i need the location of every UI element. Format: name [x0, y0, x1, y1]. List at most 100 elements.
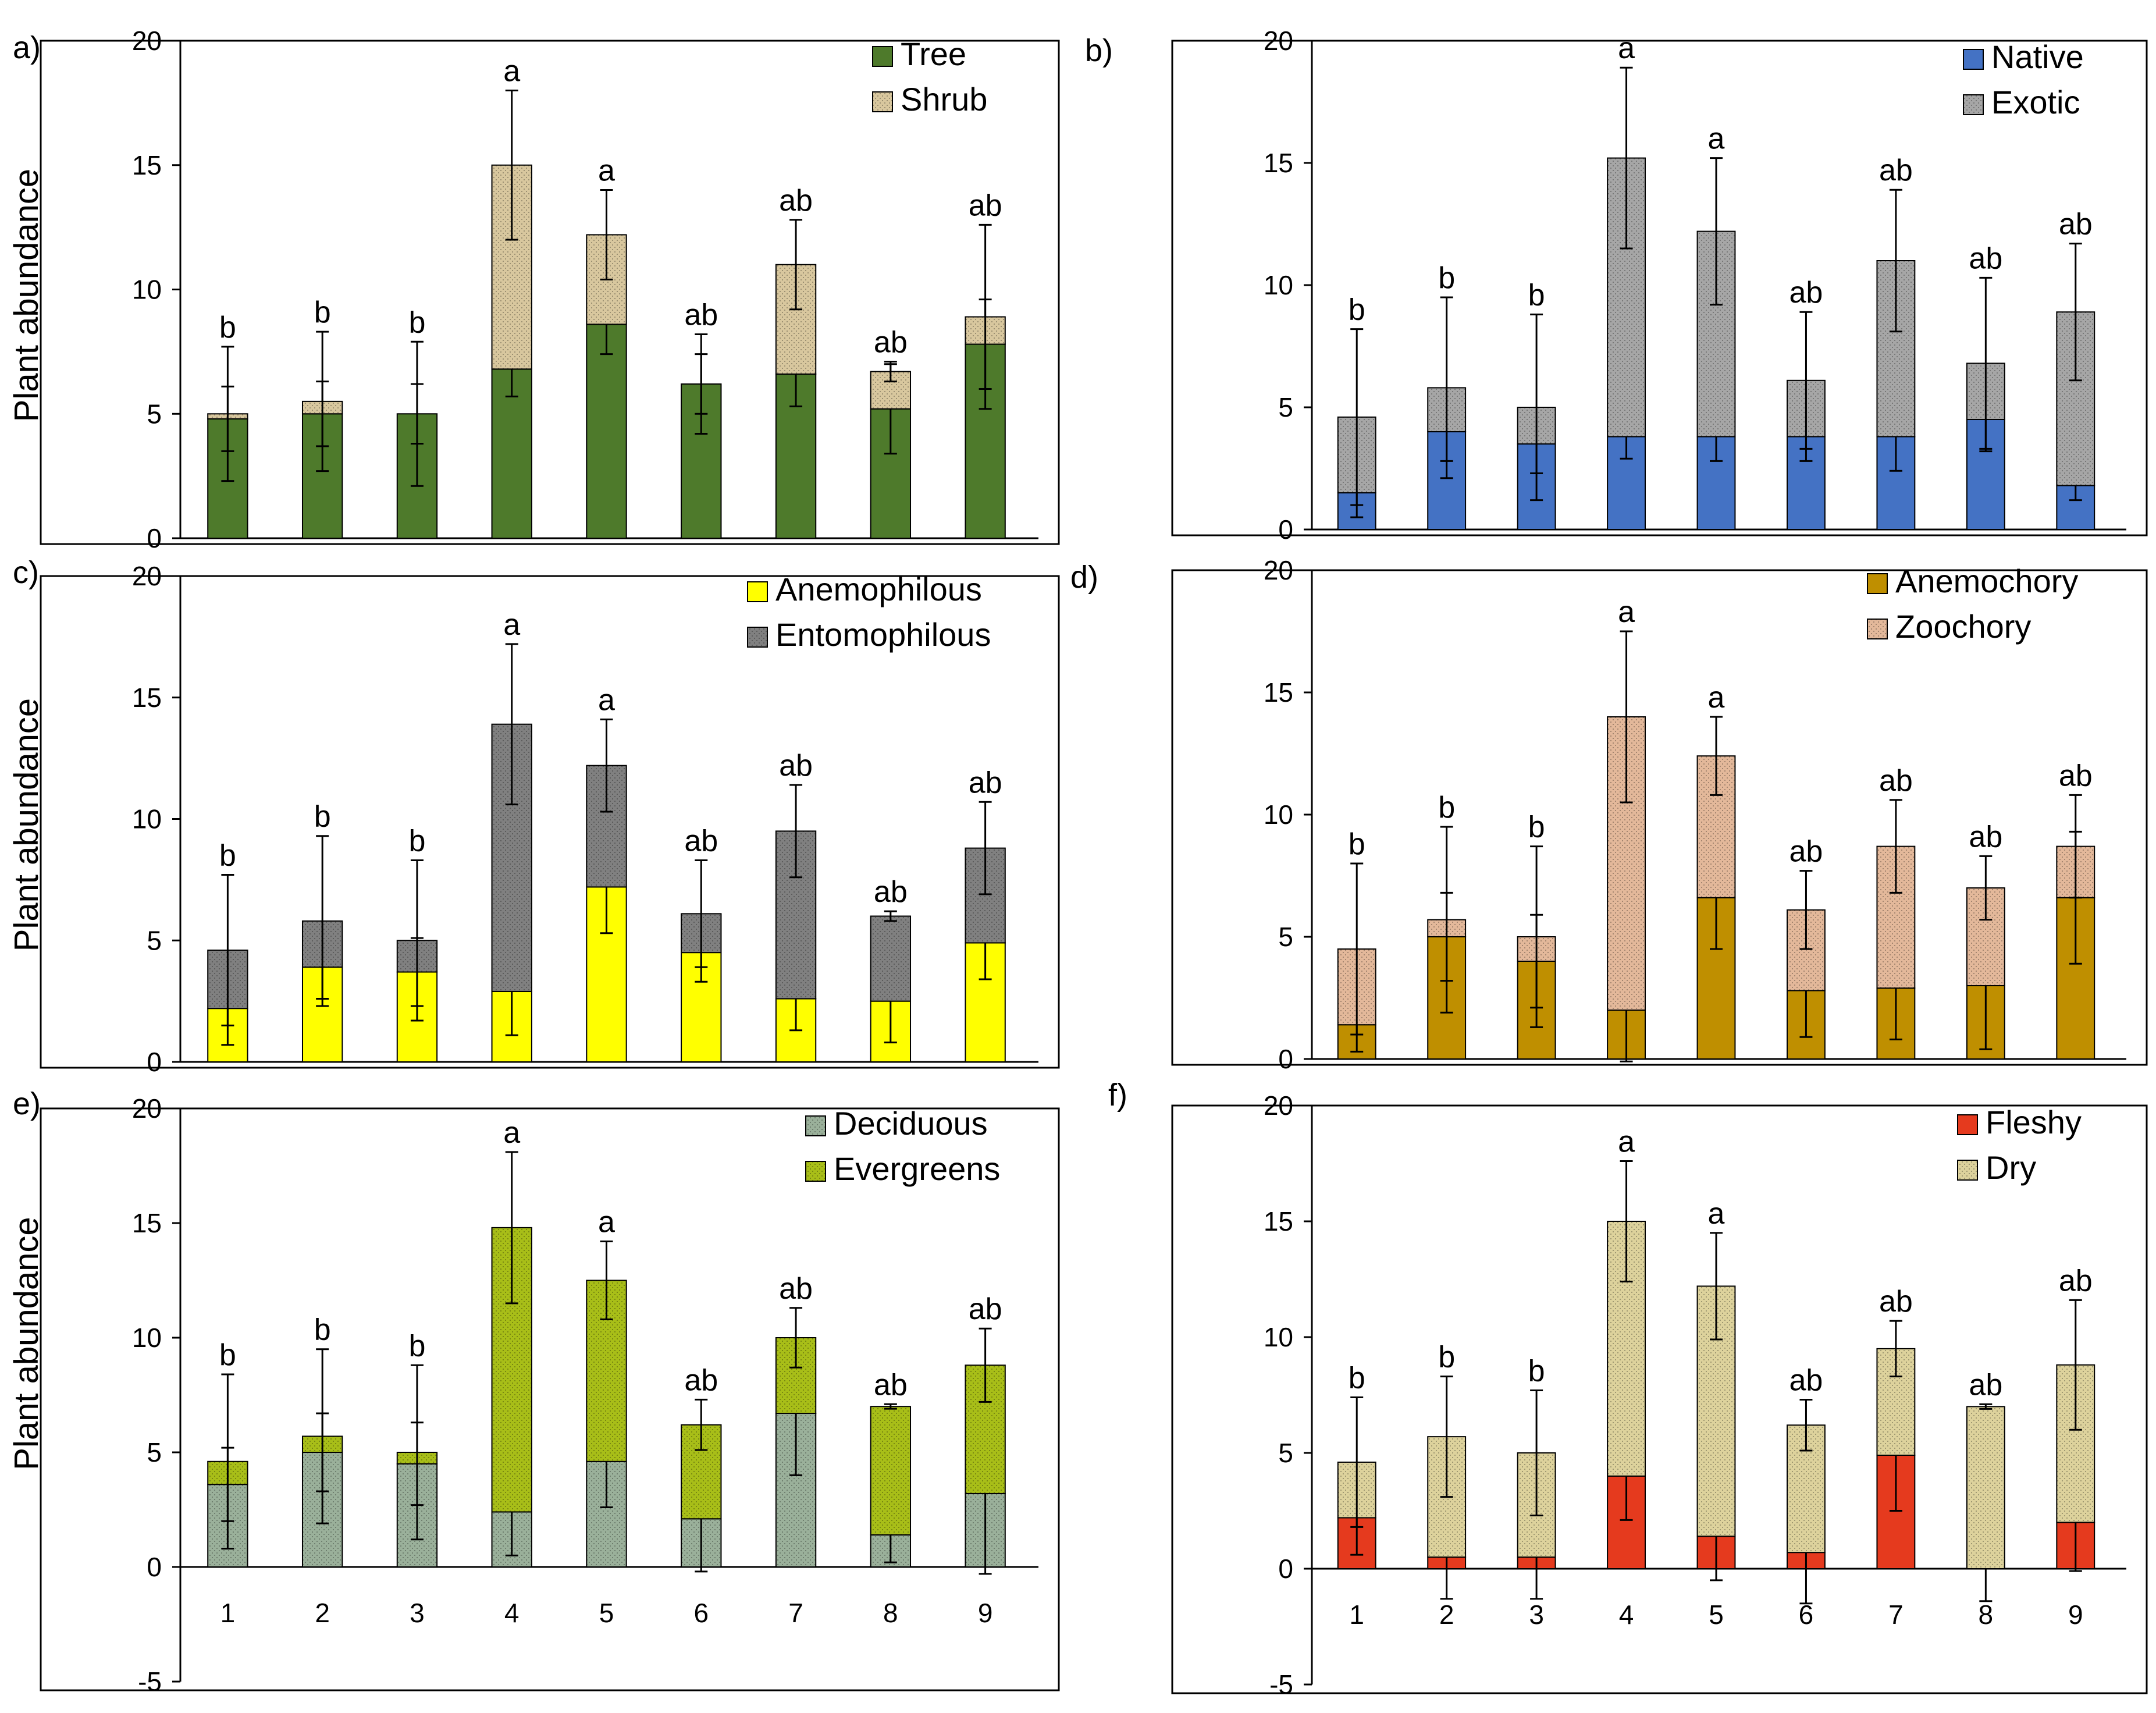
y-tick-label: 5: [1278, 1438, 1293, 1468]
y-tick-label: 20: [1264, 1090, 1293, 1121]
significance-letter: a: [1708, 122, 1725, 156]
significance-letter: a: [1708, 1197, 1725, 1231]
significance-letter: ab: [779, 749, 813, 783]
bar-texture: [870, 916, 911, 1001]
panel-c: 0 5 10 15 20 Plant abundance c) b b b a a ab ab ab ab An…: [8, 555, 1060, 1077]
y-tick-label: 0: [1278, 514, 1293, 545]
significance-letter: a: [1708, 681, 1725, 715]
significance-letter: ab: [2059, 208, 2093, 241]
x-tick-label: 5: [1709, 1600, 1724, 1630]
y-tick-label: 20: [132, 26, 162, 56]
y-tick-label: 0: [147, 523, 162, 553]
y-tick-label: 20: [1264, 555, 1293, 585]
y-tick-label: 5: [1278, 392, 1293, 422]
y-axis-label: Plant abundance: [8, 169, 45, 422]
y-axis-label: Plant abundance: [8, 698, 45, 951]
significance-letter: b: [1349, 293, 1365, 327]
y-tick-label: 15: [1264, 148, 1293, 178]
significance-letter: a: [1618, 1125, 1635, 1159]
x-tick-label: 2: [315, 1598, 330, 1628]
panel-b: 0 5 10 15 20 b) b b b a a ab ab ab ab Native Exotic: [1085, 26, 2148, 545]
x-tick-label: 6: [693, 1598, 709, 1628]
panel-frame: [1171, 40, 2148, 536]
legend-label-zoochory: Zoochory: [1895, 608, 2031, 645]
panel-label: f): [1108, 1078, 1127, 1113]
x-tick-label: 1: [220, 1598, 236, 1628]
significance-letter: ab: [1879, 154, 1913, 187]
legend-label-fleshy: Fleshy: [1986, 1104, 2082, 1140]
significance-letter: a: [503, 608, 520, 642]
legend-swatch-anemochory: [1867, 573, 1888, 594]
significance-letter: ab: [874, 875, 908, 909]
significance-letter: ab: [874, 325, 908, 359]
significance-letter: ab: [1969, 820, 2002, 854]
x-tick-label: 8: [1979, 1600, 1994, 1630]
legend-swatch-texture: [1867, 619, 1887, 639]
y-tick-label: -5: [1269, 1669, 1293, 1700]
significance-letter: a: [1618, 31, 1635, 65]
legend-label-deciduous: Deciduous: [834, 1105, 988, 1142]
x-tick-label: 3: [1529, 1600, 1544, 1630]
significance-letter: b: [219, 839, 236, 873]
legend-swatch-native: [1963, 49, 1984, 70]
y-tick-label: 15: [1264, 1206, 1293, 1236]
significance-letter: b: [1349, 1361, 1365, 1395]
x-tick-label: 5: [599, 1598, 614, 1628]
significance-letter: b: [314, 296, 331, 329]
x-tick-label: 7: [788, 1598, 803, 1628]
significance-letter: b: [408, 824, 425, 858]
panel-label: c): [13, 555, 39, 590]
significance-letter: b: [408, 305, 425, 339]
bar-tree-5: [586, 324, 627, 539]
y-axis-label: Plant abundance: [8, 1217, 45, 1470]
panel-frame: [40, 1107, 1060, 1691]
y-tick-label: 15: [1264, 677, 1293, 708]
y-tick-label: 10: [132, 1323, 162, 1353]
significance-letter: ab: [874, 1368, 908, 1402]
significance-letter: ab: [779, 1272, 813, 1306]
y-tick-label: 5: [147, 925, 162, 955]
y-tick-label: 10: [132, 275, 162, 305]
significance-letter: a: [503, 1116, 520, 1150]
x-tick-label: 7: [1888, 1600, 1904, 1630]
legend-label-exotic: Exotic: [1991, 84, 2080, 120]
significance-letter: b: [1528, 1355, 1545, 1388]
significance-letter: ab: [1789, 276, 1823, 310]
y-tick-label: 10: [1264, 1322, 1293, 1352]
significance-letter: ab: [2059, 759, 2093, 792]
panel-d: 0 5 10 15 20 d) b b b a a ab ab ab ab Anemochory Zoochor…: [1070, 555, 2148, 1074]
legend-swatch-texture: [1958, 1160, 1977, 1180]
bar-texture: [870, 1406, 911, 1535]
y-tick-label: 10: [1264, 799, 1293, 830]
legend-label-shrub: Shrub: [901, 81, 987, 118]
y-tick-label: -5: [138, 1666, 162, 1697]
panel-frame: [1171, 569, 2148, 1066]
legend-swatch-anemophilous: [747, 581, 768, 602]
significance-letter: b: [1349, 827, 1365, 861]
significance-letter: b: [314, 800, 331, 834]
panel-label: e): [13, 1086, 41, 1121]
significance-letter: b: [219, 311, 236, 344]
legend-label-anemochory: Anemochory: [1895, 563, 2078, 599]
x-tick-label: 9: [978, 1598, 993, 1628]
legend-swatch-fleshy: [1957, 1114, 1978, 1135]
x-tick-label: 6: [1799, 1600, 1814, 1630]
legend-label-dry: Dry: [1986, 1149, 2036, 1186]
panel-frame: [1171, 1104, 2148, 1694]
significance-letter: b: [314, 1313, 331, 1347]
significance-letter: ab: [1789, 835, 1823, 869]
y-tick-label: 0: [147, 1047, 162, 1077]
y-tick-label: 20: [132, 1093, 162, 1124]
x-tick-label: 4: [1619, 1600, 1634, 1630]
significance-letter: b: [1438, 791, 1455, 824]
legend-swatch-texture: [1963, 95, 1983, 115]
significance-letter: b: [219, 1338, 236, 1372]
significance-letter: ab: [1969, 1368, 2002, 1402]
x-tick-label: 3: [410, 1598, 425, 1628]
bar-texture: [1966, 1406, 2005, 1569]
legend-swatch-texture: [806, 1116, 826, 1136]
significance-letter: ab: [2059, 1264, 2093, 1298]
panel-f: -5 0 5 10 15 20 f) b 1 b 2 b 3 a 4 a 5 ab 6 ab 7 ab 8 ab 9 Fleshy…: [1108, 1078, 2148, 1700]
significance-letter: ab: [779, 184, 813, 218]
